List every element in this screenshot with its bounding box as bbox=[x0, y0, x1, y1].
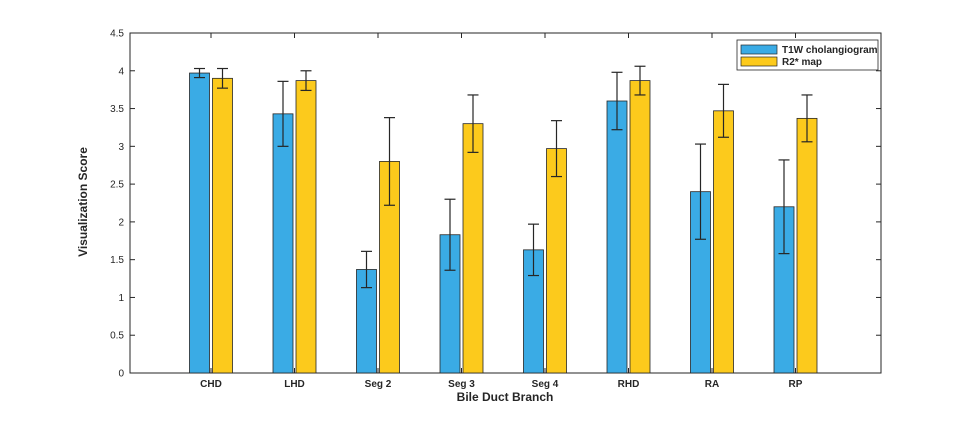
bar-r2-6 bbox=[713, 110, 734, 374]
y-tick-label: 1 bbox=[118, 293, 124, 304]
legend-swatch-r2 bbox=[740, 56, 778, 67]
y-tick-label: 4 bbox=[118, 66, 124, 77]
bar-t1w-5 bbox=[606, 100, 628, 374]
legend-label-t1w: T1W cholangiogram bbox=[782, 45, 878, 56]
plot-area bbox=[129, 32, 882, 374]
bar-r2-0 bbox=[212, 77, 233, 374]
bar-t1w-1 bbox=[272, 113, 294, 374]
y-tick-label: 2 bbox=[118, 217, 124, 228]
x-axis-title: Bile Duct Branch bbox=[457, 390, 554, 404]
bar-r2-7 bbox=[796, 117, 818, 374]
x-tick-label: RHD bbox=[618, 379, 640, 390]
y-tick-label: 3 bbox=[118, 142, 124, 153]
bar-r2-4 bbox=[546, 148, 567, 374]
y-tick-label: 4.5 bbox=[110, 29, 124, 40]
bar-r2-3 bbox=[462, 123, 484, 374]
y-tick-label: 0.5 bbox=[110, 331, 124, 342]
bar-r2-1 bbox=[295, 80, 317, 374]
bar-r2-5 bbox=[629, 80, 651, 374]
legend-swatch-t1w bbox=[740, 44, 778, 55]
y-tick-label: 3.5 bbox=[110, 104, 124, 115]
x-tick-label: Seg 3 bbox=[448, 379, 475, 390]
x-tick-label: RP bbox=[789, 379, 803, 390]
y-tick-label: 1.5 bbox=[110, 255, 124, 266]
x-tick-label: CHD bbox=[200, 379, 222, 390]
x-tick-label: Seg 4 bbox=[532, 379, 559, 390]
y-axis-title: Visualization Score bbox=[76, 147, 90, 257]
legend-label-r2: R2* map bbox=[782, 57, 822, 68]
x-tick-label: Seg 2 bbox=[365, 379, 392, 390]
y-tick-label: 0 bbox=[118, 369, 124, 380]
y-tick-label: 2.5 bbox=[110, 180, 124, 191]
x-tick-label: LHD bbox=[284, 379, 305, 390]
x-tick-label: RA bbox=[705, 379, 719, 390]
bar-t1w-0 bbox=[189, 72, 210, 374]
